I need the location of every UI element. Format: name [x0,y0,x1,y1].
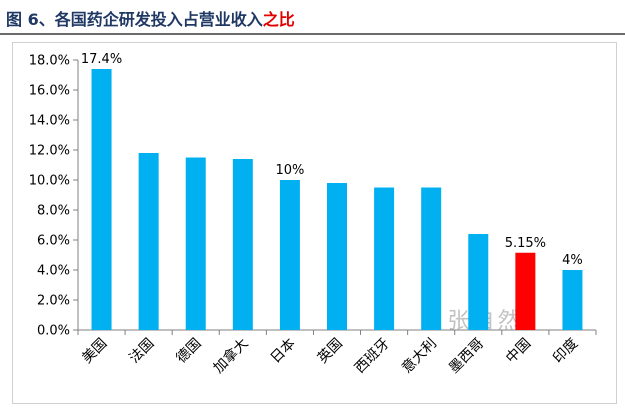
bar-4 [232,159,253,330]
x-category-label: 加拿大 [210,335,252,377]
x-category-label: 美国 [79,336,110,367]
bar-10 [515,252,536,330]
x-category-label: 中国 [503,336,534,367]
y-tick-label: 18.0% [29,54,70,69]
x-category-label: 德国 [173,336,204,367]
data-label: 5.15% [505,236,546,251]
chart-frame [12,42,617,404]
bar-9 [468,234,489,330]
y-tick-label: 14.0% [29,114,70,129]
x-category-label: 日本 [268,336,299,367]
x-category-label: 法国 [126,336,157,367]
x-category-label: 英国 [314,335,346,367]
chart-title-emphasis: 之比 [262,10,295,29]
y-tick-label: 6.0% [37,234,70,249]
data-label: 17.4% [81,52,122,67]
data-label: 4% [562,253,583,268]
bar-3 [185,157,206,330]
y-tick-label: 2.0% [37,294,70,309]
bar-5 [279,180,300,330]
bar-11 [562,270,583,330]
y-tick-label: 10.0% [29,174,70,189]
y-tick-label: 16.0% [29,84,70,99]
y-tick-label: 12.0% [29,144,70,159]
x-category-label: 印度 [550,336,581,367]
title-rule [0,33,625,35]
bar-8 [421,187,442,330]
x-category-label: 意大利 [398,335,440,377]
bar-6 [327,183,347,330]
bar-7 [374,187,395,330]
y-tick-label: 4.0% [37,264,70,279]
x-category-label: 墨西哥 [446,336,487,377]
y-tick-label: 0.0% [37,324,70,339]
chart-title-text: 图 6、各国药企研发投入占营业收入 [6,10,263,29]
chart-title: 图 6、各国药企研发投入占营业收入之比 [6,6,295,30]
y-tick-label: 8.0% [37,204,70,219]
x-category-label: 西班牙 [352,336,393,377]
data-label: 10% [275,163,304,178]
bar-1 [91,69,112,330]
bar-2 [138,153,159,330]
